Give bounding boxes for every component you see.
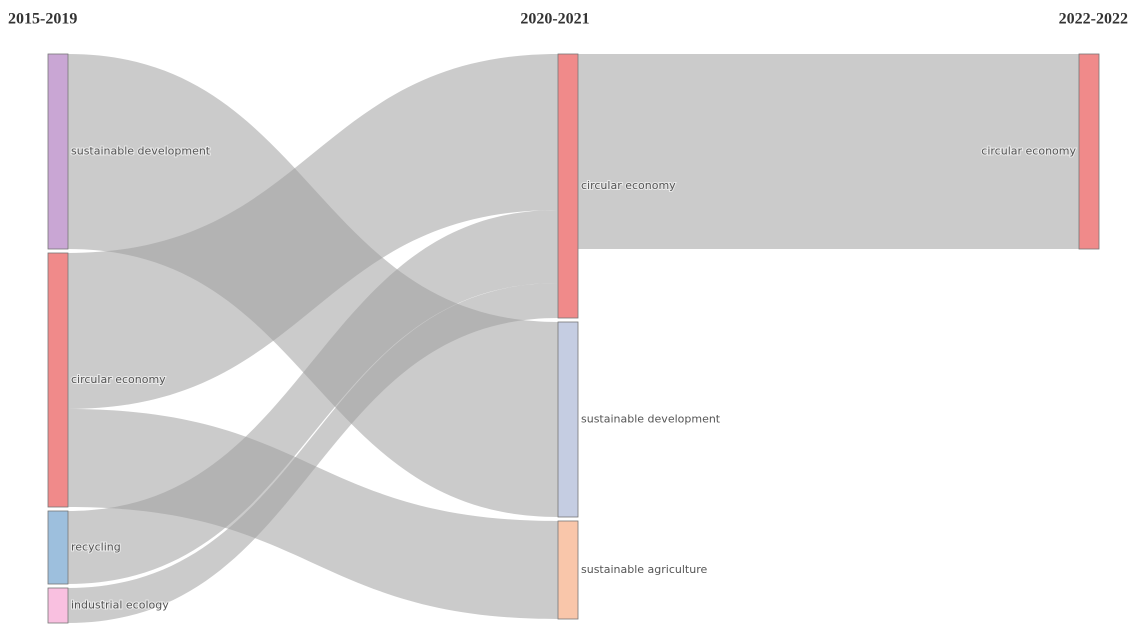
node-label: sustainable development: [71, 145, 211, 158]
node: [47, 587, 69, 624]
link: [578, 54, 1079, 249]
node-label: sustainable development: [581, 413, 721, 426]
column-header: 2015-2019: [8, 11, 77, 28]
node-label: sustainable agriculture: [581, 563, 708, 576]
node-label: industrial ecology: [71, 599, 169, 612]
node: [557, 520, 579, 620]
link: [68, 210, 558, 584]
node: [47, 252, 69, 508]
node-label: circular economy: [981, 145, 1076, 158]
node: [47, 510, 69, 585]
node: [47, 53, 69, 250]
link: [68, 283, 558, 623]
node-label: recycling: [71, 541, 121, 554]
column-header: 2022-2022: [1059, 11, 1128, 28]
link: [68, 54, 558, 409]
node: [557, 321, 579, 518]
nodes: sustainable development circular economy r…: [47, 53, 1100, 624]
node-label: circular economy: [71, 373, 166, 386]
node: [1078, 53, 1100, 250]
links: [68, 54, 1079, 623]
node: [557, 53, 579, 319]
node-label: circular economy: [581, 179, 676, 192]
link: [68, 409, 558, 619]
column-header: 2020-2021: [520, 11, 589, 28]
